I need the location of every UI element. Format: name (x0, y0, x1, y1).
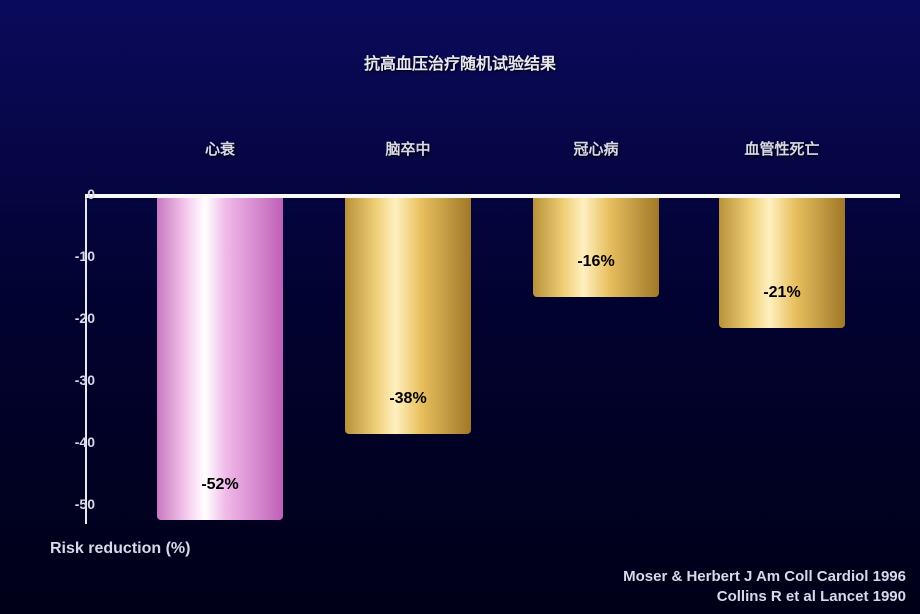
citation-line-2: Collins R et al Lancet 1990 (717, 588, 906, 605)
category-label: 心衰 (205, 138, 235, 159)
y-tick-label: -30 (55, 372, 95, 388)
bar: -16% (533, 198, 659, 297)
y-tick-label: -10 (55, 248, 95, 264)
bar-value-label: -52% (157, 476, 283, 494)
category-label: 血管性死亡 (744, 138, 819, 159)
bar: -38% (345, 198, 471, 434)
bar-value-label: -16% (533, 253, 659, 271)
y-axis (85, 194, 87, 524)
y-tick-label: -40 (55, 434, 95, 450)
bar: -21% (719, 198, 845, 328)
bar-value-label: -38% (345, 390, 471, 408)
y-axis-title: Risk reduction (%) (50, 540, 190, 558)
bar-value-label: -21% (719, 284, 845, 302)
citation-line-1: Moser & Herbert J Am Coll Cardiol 1996 (623, 568, 906, 585)
y-tick-label: -50 (55, 496, 95, 512)
bar: -52% (157, 198, 283, 520)
category-label: 脑卒中 (385, 138, 430, 159)
chart-title: 抗高血压治疗随机试验结果 (0, 50, 920, 74)
category-label: 冠心病 (573, 138, 618, 159)
y-tick-label: 0 (55, 186, 95, 202)
y-tick-label: -20 (55, 310, 95, 326)
chart-plot-area: -52% -38% -16% -21% (85, 194, 900, 524)
